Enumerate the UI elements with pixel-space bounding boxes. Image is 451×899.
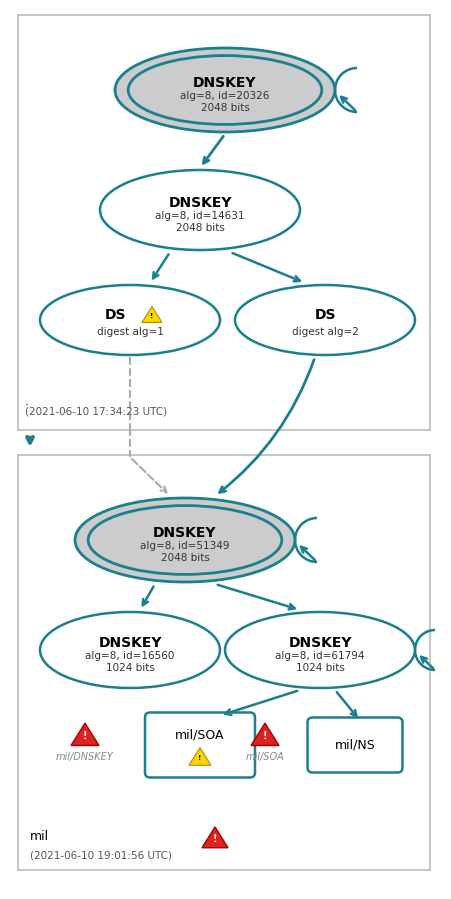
Text: mil/SOA: mil/SOA (246, 752, 285, 762)
Polygon shape (251, 723, 279, 745)
FancyBboxPatch shape (145, 713, 255, 778)
Text: digest alg=1: digest alg=1 (97, 327, 163, 337)
Text: (2021-06-10 19:01:56 UTC): (2021-06-10 19:01:56 UTC) (30, 850, 172, 860)
Text: (2021-06-10 17:34:23 UTC): (2021-06-10 17:34:23 UTC) (25, 407, 167, 417)
Text: 2048 bits: 2048 bits (175, 223, 225, 233)
Ellipse shape (75, 498, 295, 582)
Text: .: . (25, 395, 29, 408)
Text: DNSKEY: DNSKEY (168, 196, 232, 210)
Ellipse shape (88, 505, 282, 574)
FancyBboxPatch shape (308, 717, 402, 772)
Polygon shape (202, 827, 228, 848)
Bar (18, 15, 430, 430)
Text: 2048 bits: 2048 bits (201, 103, 249, 113)
Ellipse shape (40, 612, 220, 688)
Text: !: ! (213, 834, 217, 844)
Polygon shape (189, 748, 211, 765)
Polygon shape (142, 307, 162, 323)
Text: alg=8, id=16560: alg=8, id=16560 (85, 651, 175, 661)
Ellipse shape (115, 48, 335, 132)
Text: DNSKEY: DNSKEY (193, 76, 257, 90)
Text: !: ! (198, 755, 202, 761)
Text: !: ! (83, 732, 87, 742)
Text: digest alg=2: digest alg=2 (291, 327, 359, 337)
Text: mil: mil (30, 830, 49, 843)
Text: mil/NS: mil/NS (335, 738, 375, 752)
Text: !: ! (263, 732, 267, 742)
Ellipse shape (235, 285, 415, 355)
Ellipse shape (100, 170, 300, 250)
Ellipse shape (40, 285, 220, 355)
Ellipse shape (225, 612, 415, 688)
Text: DS: DS (314, 308, 336, 322)
Text: !: ! (150, 313, 154, 319)
Polygon shape (71, 723, 99, 745)
Text: alg=8, id=61794: alg=8, id=61794 (275, 651, 365, 661)
Text: mil/DNSKEY: mil/DNSKEY (56, 752, 114, 762)
Text: DS: DS (105, 308, 127, 322)
Text: 2048 bits: 2048 bits (161, 553, 209, 563)
Text: DNSKEY: DNSKEY (153, 526, 217, 540)
Text: alg=8, id=20326: alg=8, id=20326 (180, 91, 270, 101)
Text: alg=8, id=14631: alg=8, id=14631 (155, 211, 245, 221)
Text: 1024 bits: 1024 bits (295, 663, 345, 673)
Text: DNSKEY: DNSKEY (288, 636, 352, 650)
Text: alg=8, id=51349: alg=8, id=51349 (140, 541, 230, 551)
Bar (18, 455, 430, 870)
Ellipse shape (128, 56, 322, 124)
Text: mil/SOA: mil/SOA (175, 728, 225, 742)
Text: 1024 bits: 1024 bits (106, 663, 154, 673)
Text: DNSKEY: DNSKEY (98, 636, 162, 650)
